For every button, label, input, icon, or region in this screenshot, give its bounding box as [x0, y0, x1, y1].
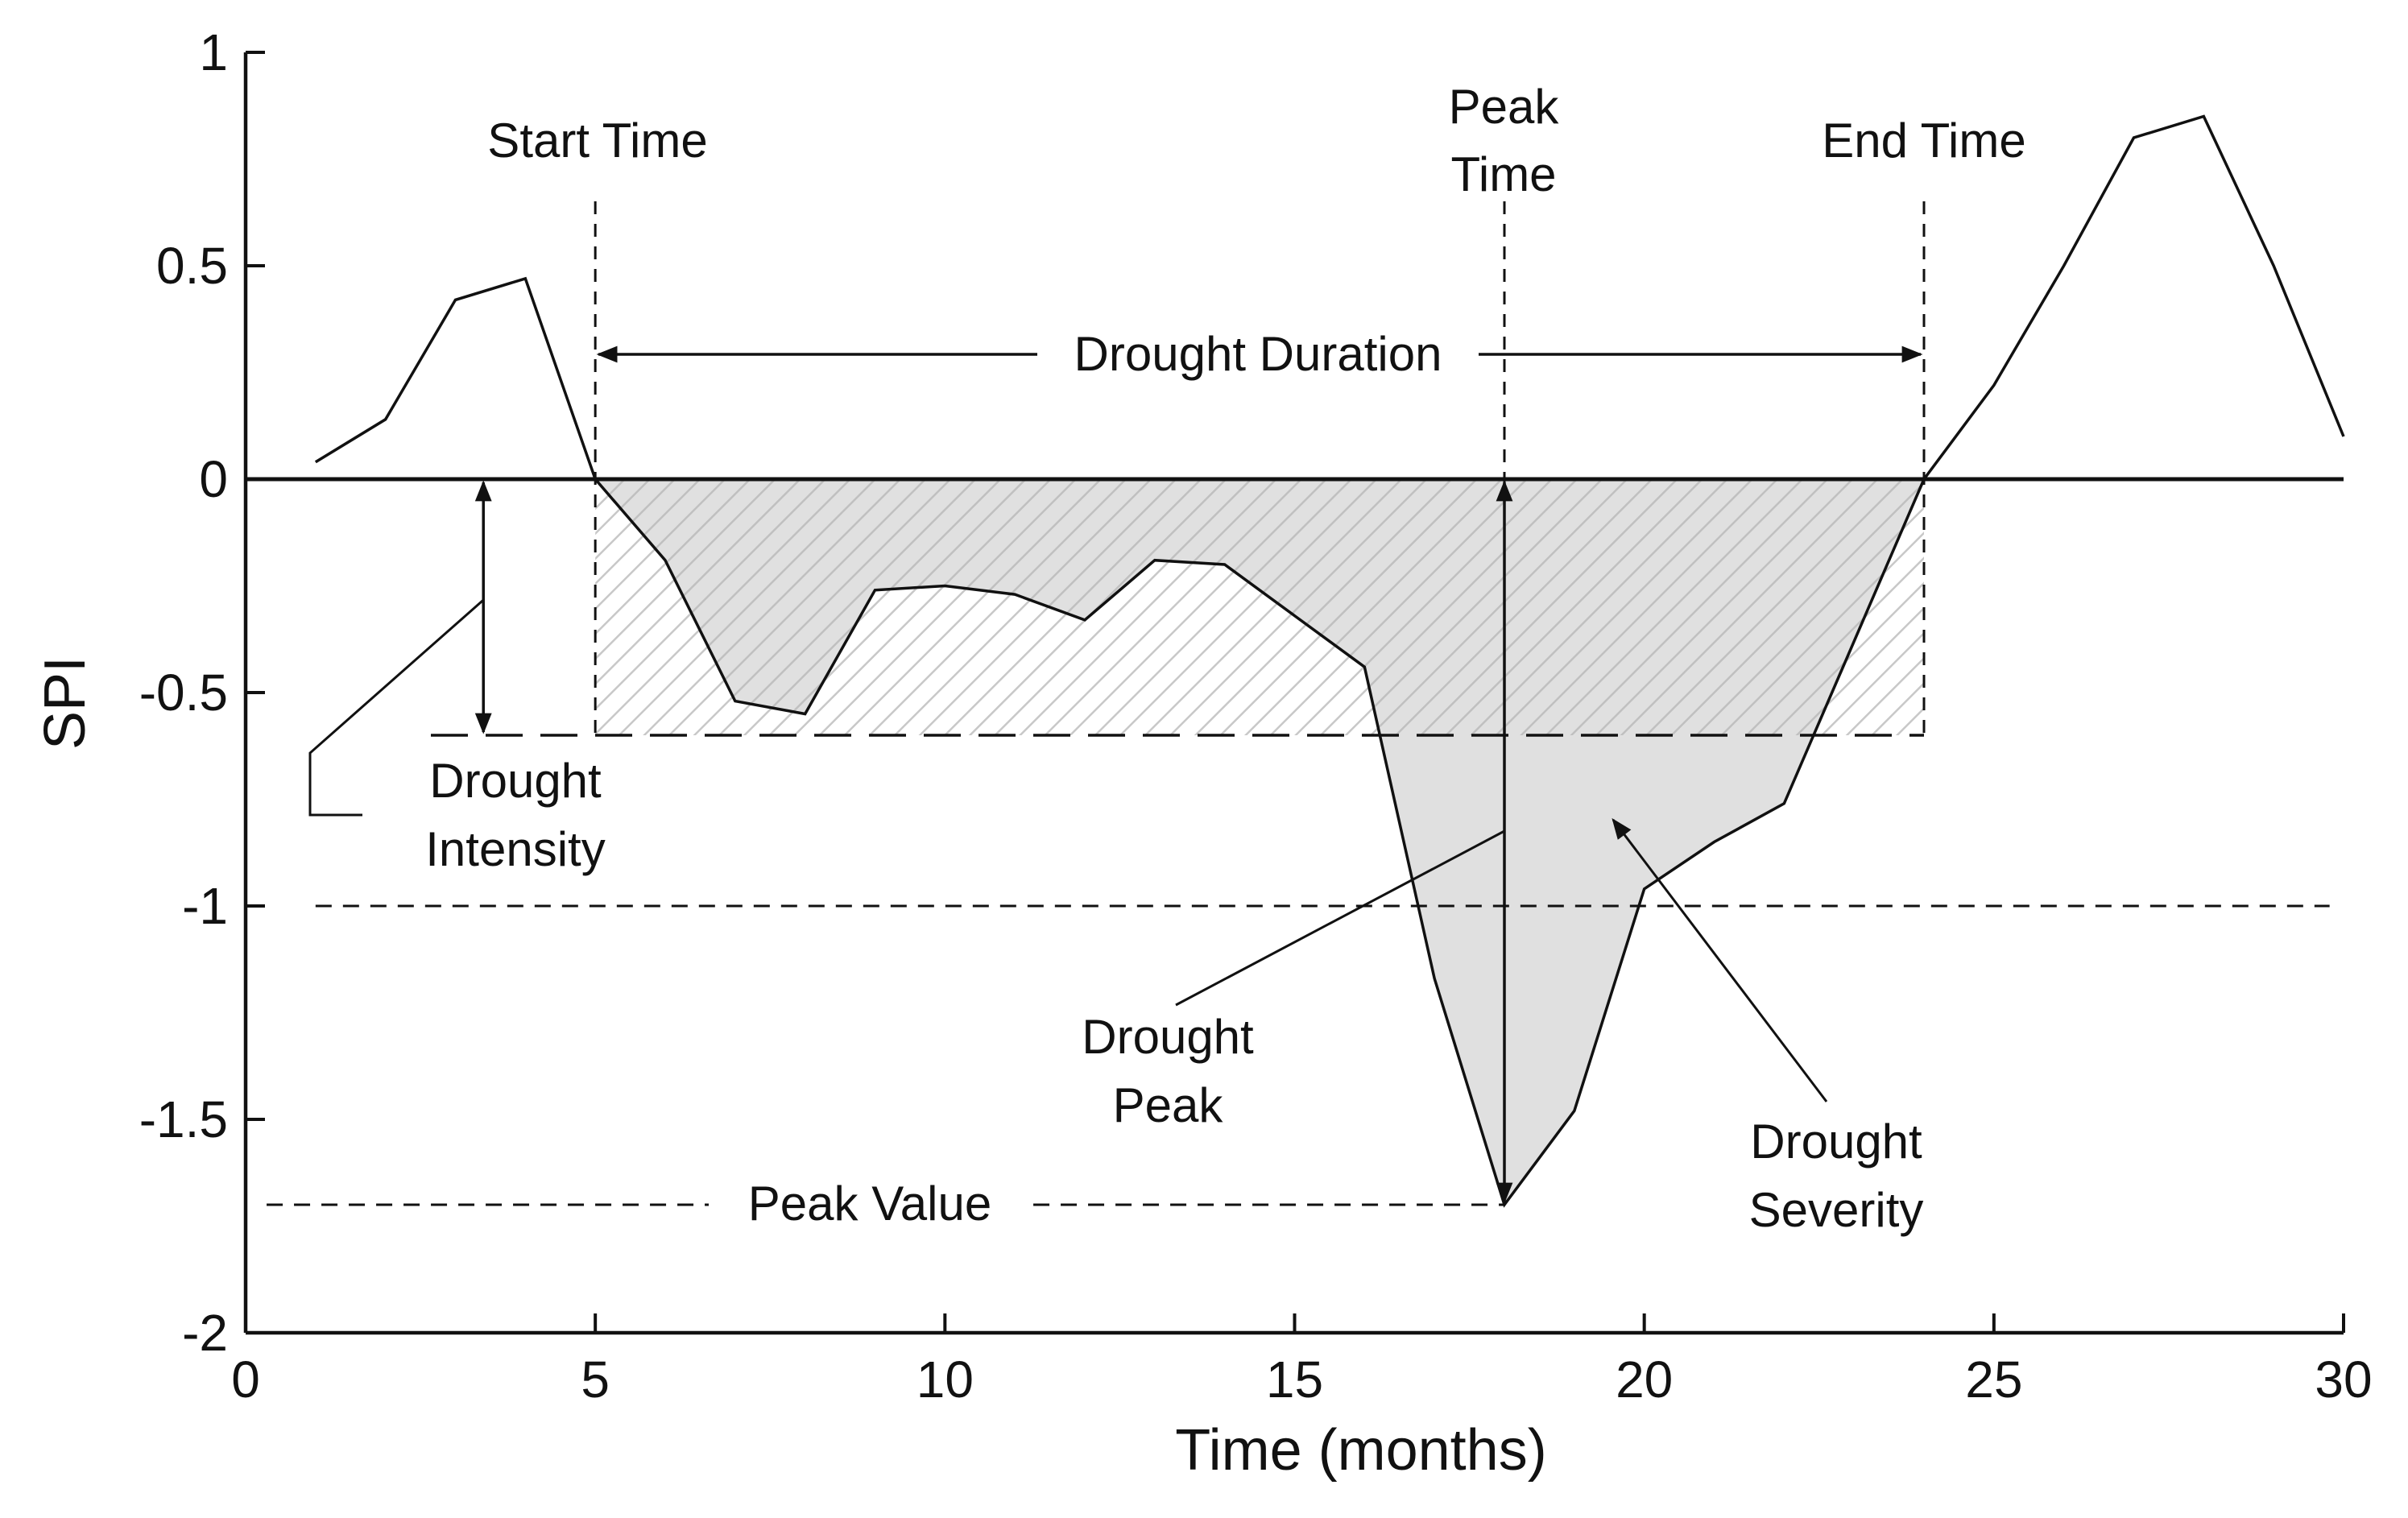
- drought-severity-label-line1: Drought: [1750, 1115, 1922, 1168]
- y-tick-label--2: -2: [182, 1304, 228, 1362]
- x-tick-label-10: 10: [916, 1350, 974, 1408]
- x-tick-label-25: 25: [1965, 1350, 2022, 1408]
- x-tick-label-15: 15: [1266, 1350, 1323, 1408]
- peak-time-label-line1: Peak: [1449, 80, 1560, 134]
- drought-severity-arrow: [1612, 817, 1828, 1102]
- start-time-label: Start Time: [487, 114, 707, 168]
- x-tick-label-30: 30: [2315, 1350, 2372, 1408]
- drought-severity-label-line2: Severity: [1749, 1183, 1924, 1237]
- drought-intensity-label-line1: Drought: [429, 754, 602, 808]
- duration-label-backdrop: [1037, 322, 1479, 387]
- drought-peak-leader: [1175, 829, 1505, 1007]
- drought-intensity-label-line2: Intensity: [425, 822, 605, 876]
- peak-value-label: Peak Value: [748, 1177, 991, 1231]
- y-tick-label-1: 1: [199, 23, 228, 81]
- spi-series-line: [314, 114, 2345, 1208]
- y-tick-label--1.5: -1.5: [139, 1090, 228, 1148]
- drought-peak-label-line2: Peak: [1113, 1078, 1224, 1132]
- x-axis-title: Time (months): [1175, 1418, 1546, 1483]
- x-tick-label-5: 5: [581, 1350, 610, 1408]
- y-tick-label--1: -1: [182, 877, 228, 935]
- y-tick-label-0.5: 0.5: [156, 237, 228, 295]
- peak-time-label-line2: Time: [1450, 147, 1556, 201]
- y-axis-title: SPI: [33, 656, 97, 750]
- drought-severity-area: [595, 479, 1924, 1205]
- drought-intensity-leader: [308, 598, 485, 817]
- y-tick-label--0.5: -0.5: [139, 664, 228, 722]
- drought-peak-label-line1: Drought: [1082, 1010, 1254, 1064]
- y-tick-label-0: 0: [199, 450, 228, 508]
- x-tick-label-20: 20: [1616, 1350, 1673, 1408]
- end-time-label: End Time: [1822, 114, 2025, 168]
- x-tick-label-0: 0: [231, 1350, 260, 1408]
- peak-value-label-backdrop: [709, 1172, 1031, 1236]
- drought-duration-label: Drought Duration: [1074, 327, 1442, 381]
